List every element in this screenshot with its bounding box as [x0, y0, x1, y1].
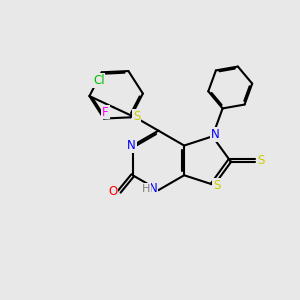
Text: N: N — [127, 139, 136, 152]
Text: F: F — [102, 106, 109, 118]
Text: O: O — [108, 185, 117, 198]
Text: S: S — [133, 110, 140, 123]
Text: N: N — [149, 182, 158, 195]
Text: H: H — [142, 184, 150, 194]
Text: S: S — [257, 154, 265, 167]
Text: Cl: Cl — [93, 74, 104, 87]
Text: S: S — [213, 179, 220, 192]
Text: N: N — [211, 128, 220, 141]
